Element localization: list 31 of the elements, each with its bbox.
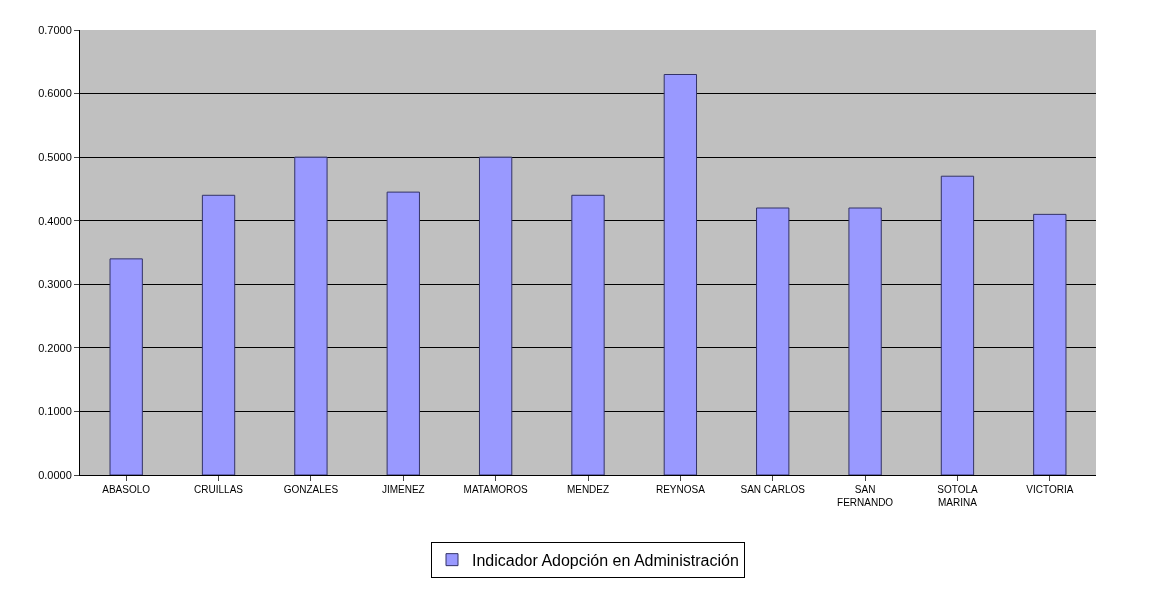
x-tick-label: SAN FERNANDO bbox=[837, 484, 894, 508]
bar bbox=[940, 175, 975, 475]
bar bbox=[756, 207, 790, 475]
y-tick-label: 0.4000 bbox=[38, 214, 72, 227]
bar bbox=[848, 207, 882, 475]
y-tick-label: 0.2000 bbox=[38, 341, 72, 354]
y-tick-label: 0.0000 bbox=[38, 468, 72, 481]
x-tick-label: ABASOLO bbox=[102, 484, 151, 495]
y-tick-label: 0.5000 bbox=[38, 150, 72, 163]
bar bbox=[109, 258, 143, 475]
bar bbox=[478, 156, 513, 475]
bar bbox=[571, 194, 605, 475]
x-tick-label: SOTOLA MARINA bbox=[937, 484, 978, 508]
bar bbox=[663, 74, 698, 475]
x-tick-label: MATAMOROS bbox=[463, 484, 528, 495]
y-tick-label: 0.3000 bbox=[38, 278, 72, 291]
legend-label: Indicador Adopción en Administración bbox=[472, 551, 739, 569]
bar bbox=[386, 191, 420, 475]
x-tick-label: JIMENEZ bbox=[381, 484, 425, 495]
x-tick-label: REYNOSA bbox=[655, 484, 706, 495]
bar bbox=[294, 156, 328, 475]
x-tick-label: GONZALES bbox=[283, 484, 339, 495]
bar bbox=[201, 194, 236, 475]
x-tick-label: CRUILLAS bbox=[194, 484, 244, 495]
x-tick-label: VICTORIA bbox=[1026, 484, 1074, 495]
y-tick-label: 0.7000 bbox=[38, 23, 72, 36]
bar bbox=[1033, 213, 1067, 475]
y-tick-label: 0.6000 bbox=[38, 87, 72, 100]
y-tick-label: 0.1000 bbox=[38, 405, 72, 418]
x-tick-label: SAN CARLOS bbox=[740, 484, 806, 495]
x-tick-label: MENDEZ bbox=[566, 484, 610, 495]
